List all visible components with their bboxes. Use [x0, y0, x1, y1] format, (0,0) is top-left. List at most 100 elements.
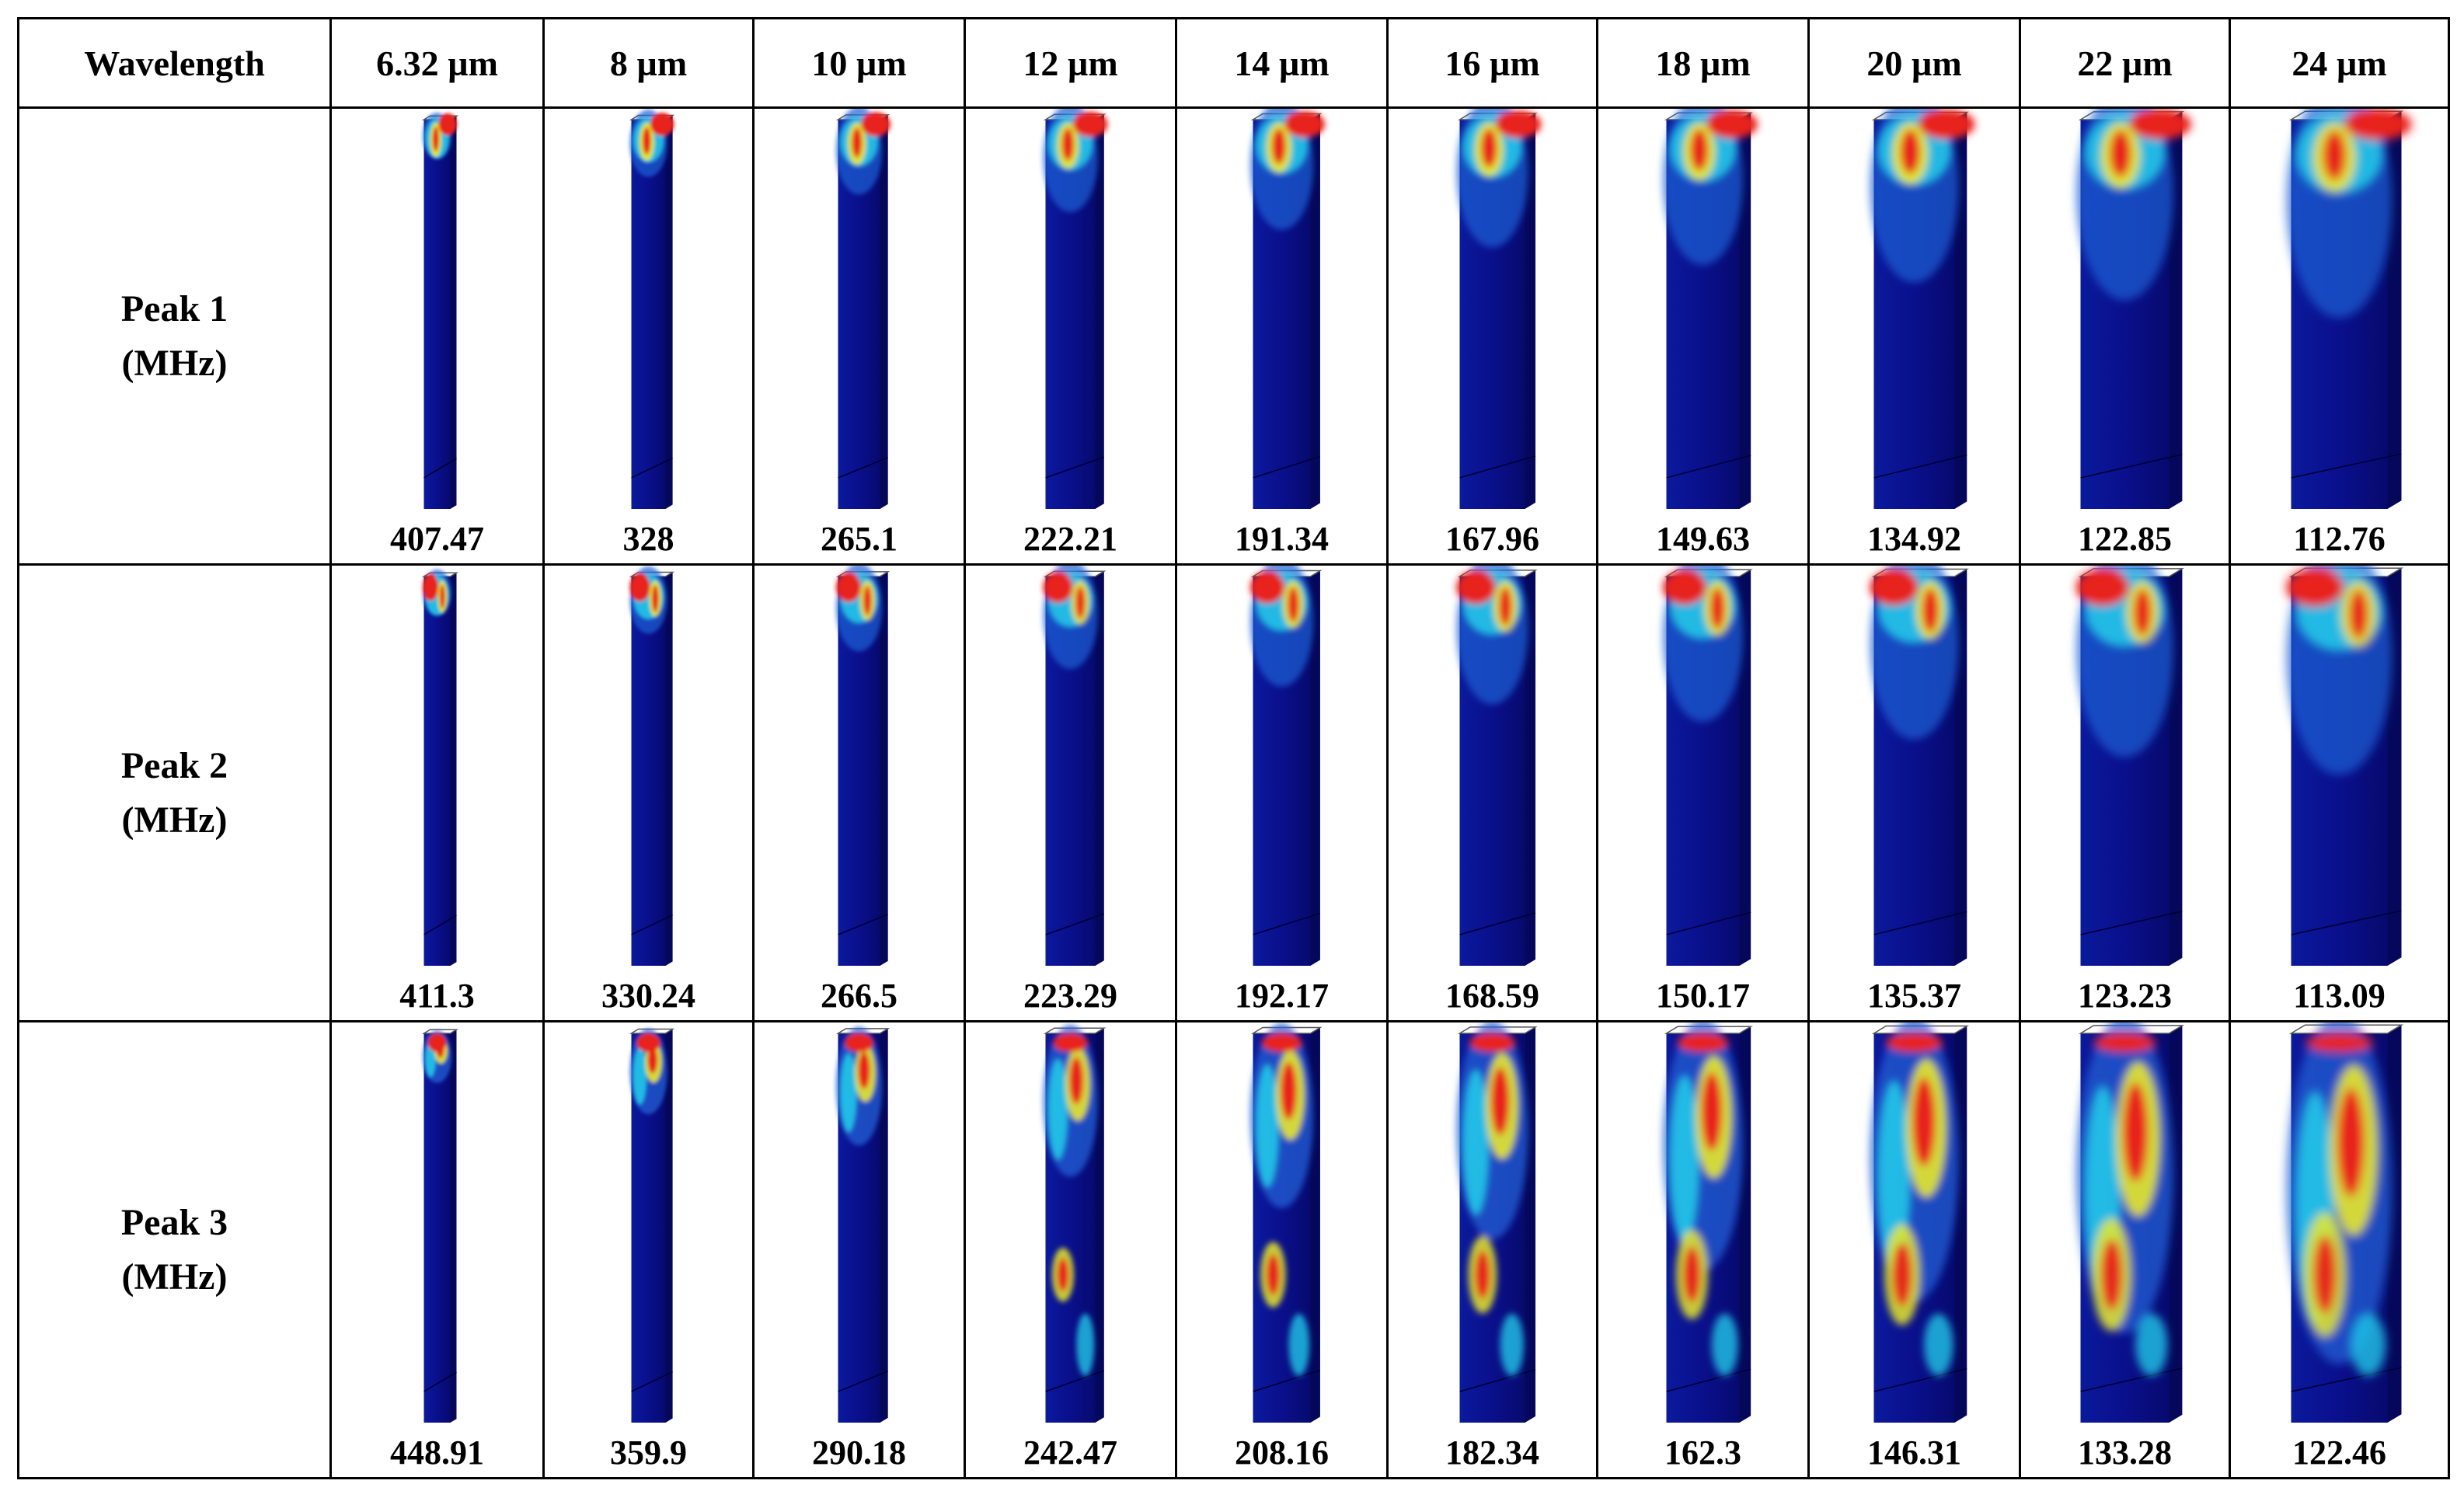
field-pattern [629, 566, 667, 634]
pillar-base-line [1873, 454, 1967, 479]
frequency-value: 182.34 [1445, 1434, 1539, 1472]
pillar-side-face [2169, 1025, 2183, 1423]
row-label: Peak 1 (MHz) [17, 106, 332, 566]
mode-cell: 407.47 [329, 106, 545, 566]
mode-shape-image [2286, 1022, 2404, 1423]
field-pattern [422, 1030, 452, 1083]
mode-shape-table: Wavelength 6.32 µm 8 µm 10 µm 12 µm 14 µ… [17, 17, 2450, 1479]
pillar-body [423, 577, 451, 966]
peak-row-3: Peak 3 (MHz) 448.91 359.9 290.18 242.47 208.16… [17, 1020, 2450, 1479]
field-blob [2129, 109, 2191, 140]
mode-cell: 191.34 [1175, 106, 1389, 566]
pillar-side-face [665, 1029, 673, 1423]
pillar-side-face [2387, 1025, 2402, 1423]
mode-shape-image [2286, 109, 2412, 509]
wavelength-col-8: 20 µm [1807, 17, 2021, 109]
pillar-base-line [1459, 455, 1536, 479]
mode-shape-image [1456, 1022, 1538, 1423]
pillar-side-face [450, 1029, 457, 1423]
pillar-side-face [1310, 1027, 1320, 1423]
field-blob [2286, 568, 2344, 607]
mode-shape-image [421, 1029, 459, 1423]
wavelength-header: Wavelength [17, 17, 332, 109]
field-blob [1690, 129, 1709, 171]
field-blob [1877, 1080, 1911, 1270]
field-pattern [629, 1028, 667, 1115]
mode-shape-image [1662, 1022, 1753, 1423]
pillar-body [423, 1033, 451, 1423]
frequency-value: 149.63 [1656, 520, 1750, 558]
pillar-side-face [665, 572, 673, 966]
field-blob [1456, 570, 1496, 604]
pillar-base-line [838, 457, 889, 479]
header-row: Wavelength 6.32 µm 8 µm 10 µm 12 µm 14 µ… [17, 17, 2450, 109]
field-blob [863, 585, 872, 616]
field-pattern [1870, 109, 1975, 283]
row-label-unit: (MHz) [121, 342, 228, 384]
field-blob [2351, 1313, 2386, 1376]
field-blob [1481, 128, 1497, 168]
mode-cell: 162.3 [1596, 1020, 1810, 1479]
mode-shape-image [2075, 566, 2185, 966]
mode-cell: 290.18 [752, 1020, 966, 1479]
wavelength-col-4: 12 µm [964, 17, 1177, 109]
frequency-value: 123.23 [2078, 977, 2172, 1015]
field-blob [2075, 569, 2130, 606]
row-label-unit: (MHz) [121, 1256, 228, 1298]
field-blob [1288, 1313, 1310, 1376]
frequency-value: 208.16 [1235, 1434, 1329, 1472]
mode-shape-image [1043, 1025, 1107, 1423]
field-pattern [422, 113, 457, 159]
frequency-value: 122.46 [2292, 1434, 2386, 1472]
field-blob [650, 113, 674, 136]
pillar-base-line [1666, 455, 1751, 479]
pillar-side-face [1310, 113, 1320, 510]
pillar-side-face [1525, 113, 1536, 509]
mode-cell: 192.17 [1175, 563, 1389, 1022]
mode-cell: 122.85 [2019, 106, 2231, 566]
field-pattern [1249, 109, 1325, 230]
field-blob [1709, 587, 1725, 629]
pillar-side-face [450, 573, 457, 966]
field-blob [1912, 1077, 1936, 1166]
mode-shape-image [629, 1028, 675, 1423]
field-blob [629, 573, 650, 602]
mode-shape-image [835, 109, 890, 509]
field-blob [647, 1047, 657, 1074]
field-pattern [1456, 566, 1528, 705]
field-blob [1284, 111, 1325, 138]
field-blob [432, 127, 439, 152]
field-pattern [1043, 566, 1098, 669]
mode-shape-image [1870, 109, 1975, 510]
field-blob [1670, 1075, 1699, 1243]
pillar-base-line [423, 1371, 457, 1392]
pillar-side-face [1525, 1026, 1536, 1423]
frequency-value: 192.17 [1235, 977, 1329, 1015]
mode-cell: 222.21 [964, 106, 1177, 566]
field-blob [438, 113, 457, 136]
frequency-value: 290.18 [812, 1434, 906, 1472]
field-blob [636, 1033, 660, 1052]
field-pattern [1043, 109, 1108, 212]
pillar-side-face [1739, 1026, 1751, 1423]
field-pattern [2075, 109, 2191, 301]
mode-shape-image [629, 110, 675, 509]
mode-shape-image [1043, 566, 1107, 966]
frequency-value: 134.92 [1867, 520, 1961, 558]
field-blob [1271, 128, 1286, 165]
pillar-body [423, 120, 451, 509]
pillar-side-face [1739, 570, 1751, 966]
pillar-base-line [1253, 912, 1321, 935]
field-blob [2100, 1239, 2123, 1310]
pillar-side-face [1095, 114, 1104, 509]
pillar-base-line [631, 1371, 673, 1392]
field-blob [633, 1047, 647, 1105]
pillar-base-line [1459, 1369, 1536, 1392]
pillar-side-face [880, 571, 888, 966]
pillar-body [631, 120, 666, 509]
peak-row-2: Peak 2 (MHz) 411.3 330.24 266.5 223.29 192.17 1… [17, 563, 2450, 1022]
field-blob [1662, 570, 1707, 605]
wavelength-col-5: 14 µm [1175, 17, 1389, 109]
field-blob [2110, 130, 2131, 177]
field-blob [2337, 1088, 2365, 1197]
